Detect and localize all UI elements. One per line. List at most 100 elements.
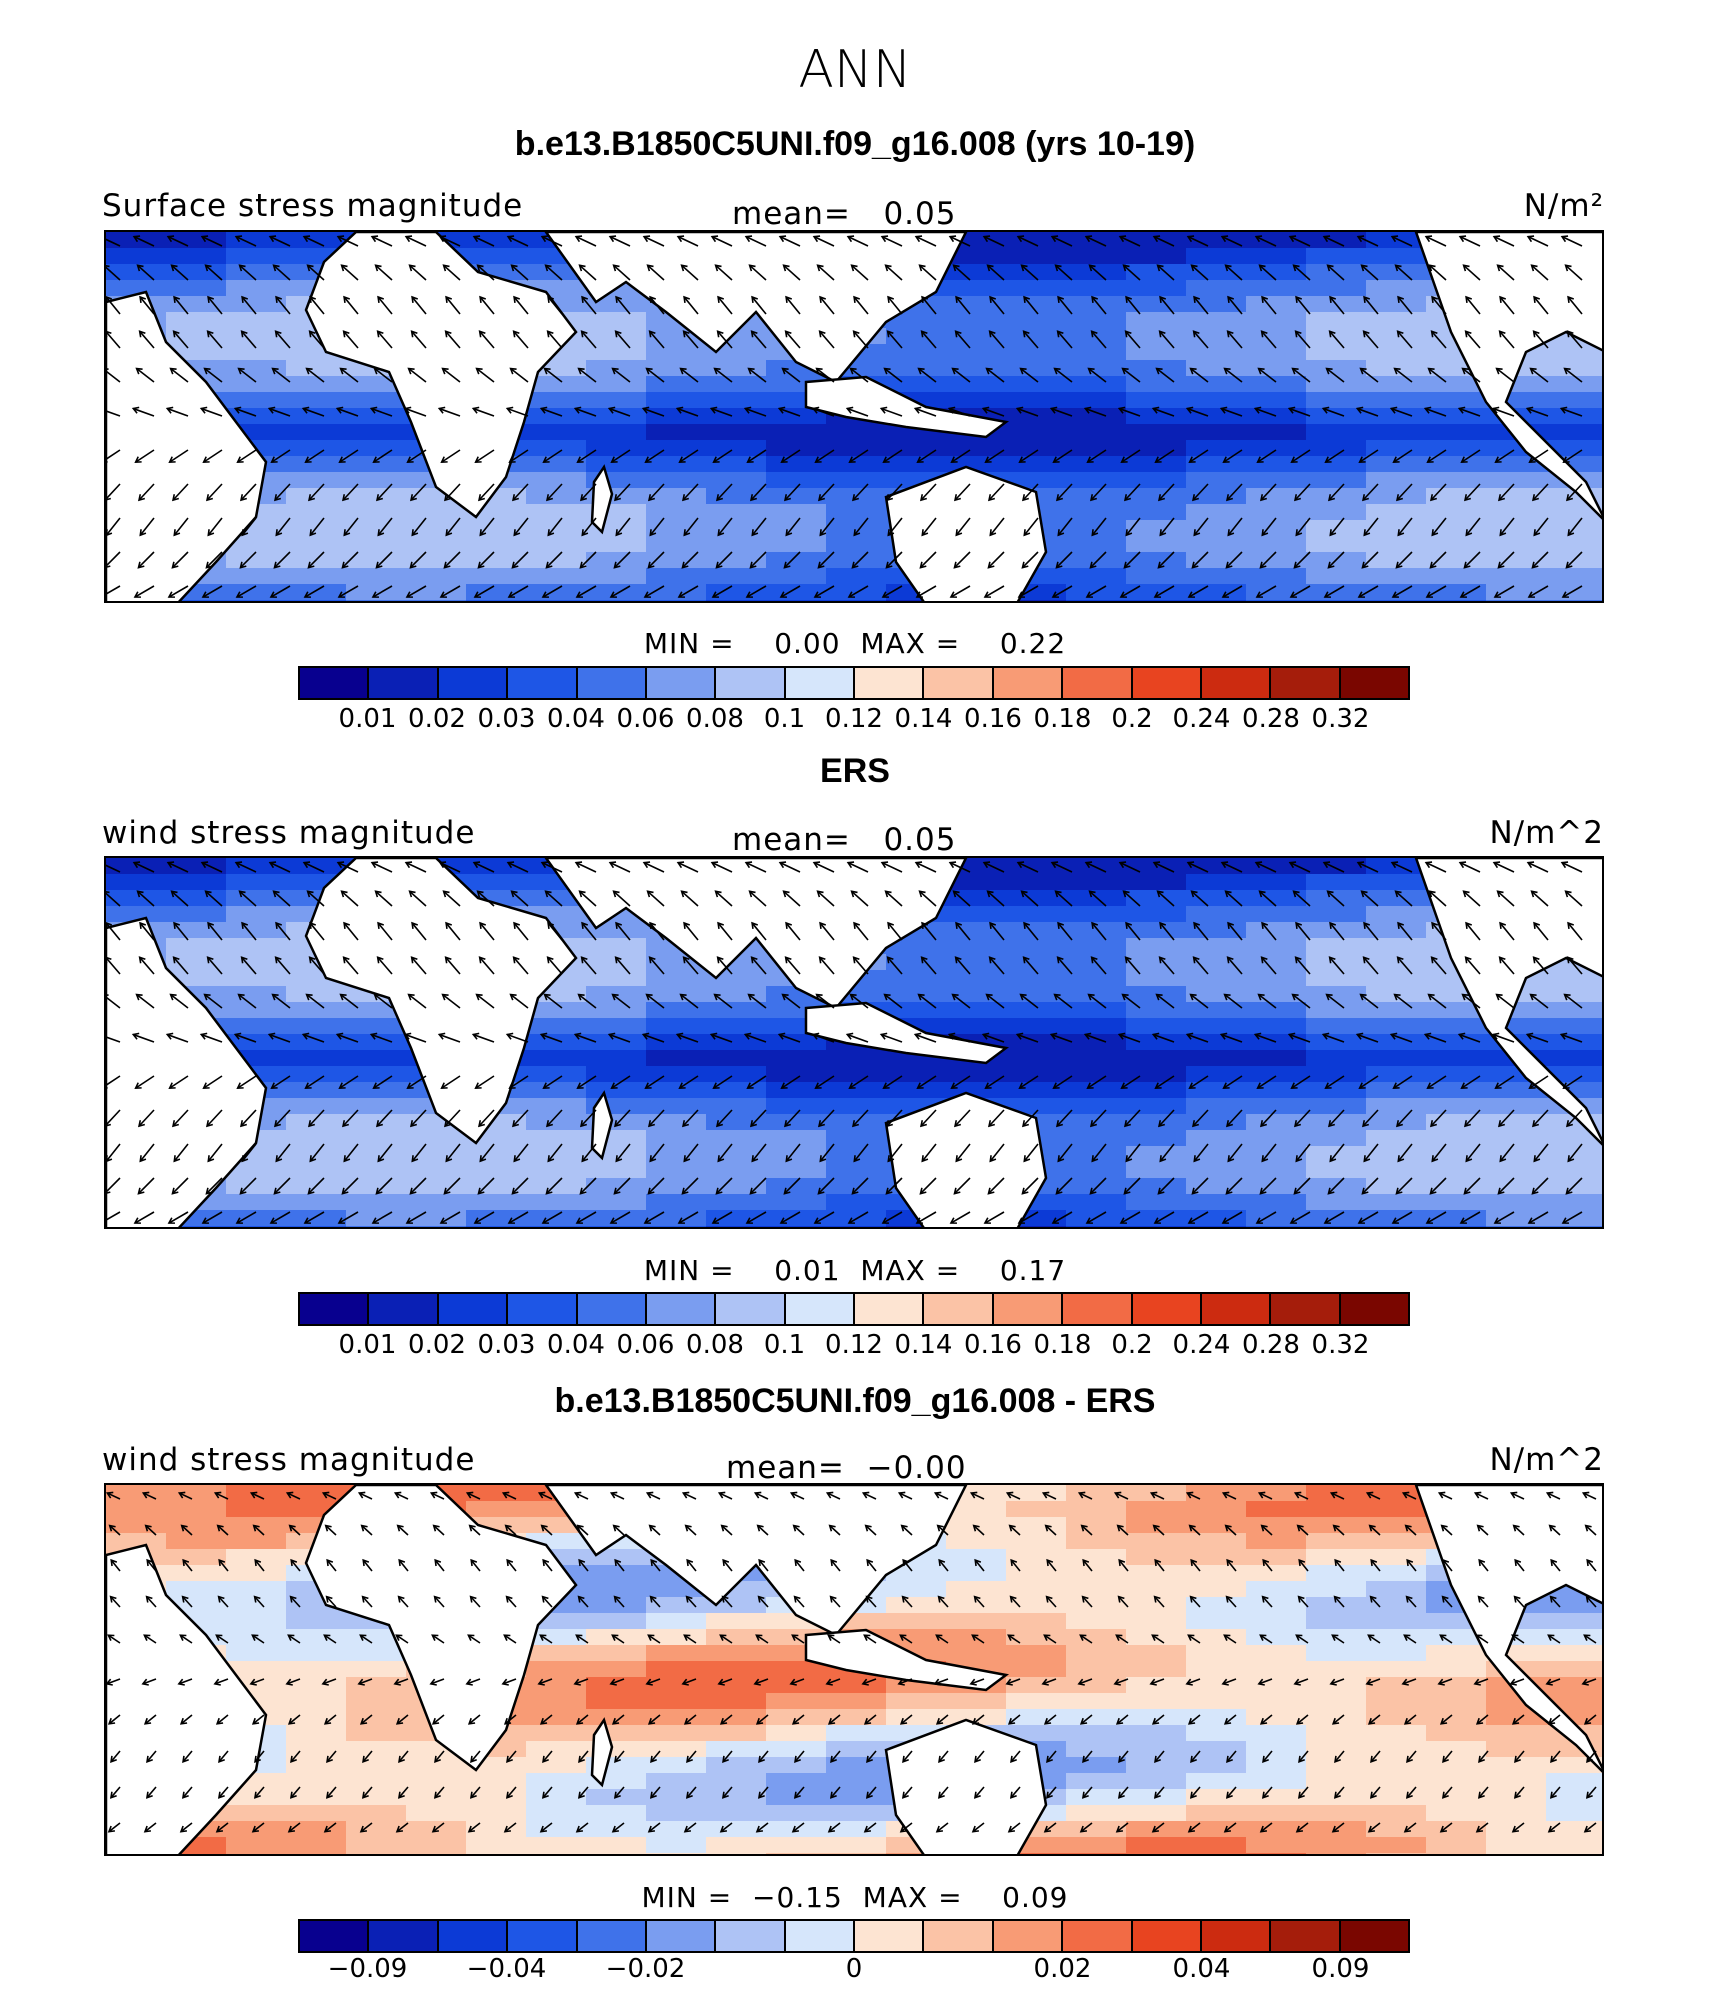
panel-1-mean-label: mean= 0.05	[732, 196, 957, 232]
maritime-continent-land	[804, 1628, 1010, 1692]
panel-3-units: N/m^2	[1489, 1442, 1604, 1478]
panel-3-variable-label: wind stress magnitude	[102, 1442, 476, 1478]
panel-1-variable-label: Surface stress magnitude	[102, 188, 524, 224]
colorbar-tick-label: 0.08	[686, 704, 744, 734]
panel-1-mean-value: 0.05	[883, 196, 957, 232]
colorbar-swatch	[1132, 668, 1202, 698]
colorbar-tick-label: 0.02	[408, 1330, 466, 1360]
colorbar-swatch	[1340, 1921, 1408, 1951]
madagascar-land	[590, 1717, 614, 1788]
panel-3-max-value: 0.09	[1002, 1881, 1069, 1914]
panel-1-min-value: 0.00	[774, 627, 841, 660]
panel-2-colorbar	[298, 1292, 1410, 1326]
colorbar-swatch	[716, 1921, 786, 1951]
asia-land	[544, 858, 968, 1010]
panel-2-mean-label: mean= 0.05	[732, 822, 957, 858]
panel-2-mean-value: 0.05	[883, 822, 957, 858]
colorbar-tick-label: 0.01	[338, 704, 397, 734]
colorbar-swatch	[508, 668, 578, 698]
colorbar-tick-label: 0.32	[1311, 704, 1370, 734]
colorbar-tick-label: 0.16	[964, 704, 1022, 734]
colorbar-tick-label: 0.04	[1172, 1954, 1231, 1984]
colorbar-tick-label: 0.2	[1111, 704, 1153, 734]
colorbar-swatch	[369, 1921, 439, 1951]
panel-1-colorbar	[298, 666, 1410, 700]
colorbar-swatch	[855, 1294, 925, 1324]
colorbar-swatch	[993, 668, 1064, 698]
colorbar-swatch	[300, 1294, 370, 1324]
asia-land	[544, 1485, 968, 1637]
colorbar-swatch	[508, 1294, 578, 1324]
colorbar-tick-label: 0.01	[338, 1330, 397, 1360]
colorbar-swatch	[369, 668, 439, 698]
panel-3-min-max: MIN = −0.15 MAX = 0.09	[641, 1881, 1069, 1914]
colorbar-tick-label: 0.14	[894, 1330, 953, 1360]
colorbar-swatch	[369, 1294, 439, 1324]
colorbar-tick-label: −0.09	[327, 1954, 408, 1984]
land-masses	[106, 232, 1602, 601]
colorbar-swatch	[438, 1294, 509, 1324]
panel-1-colorbar-ticks: 0.01 0.02 0.03 0.04 0.06 0.08 0.1 0.12 0.14 0.16 0…	[298, 704, 1410, 736]
colorbar-swatch	[1271, 1294, 1341, 1324]
panel-2-units: N/m^2	[1489, 815, 1604, 851]
colorbar-swatch	[1271, 1921, 1341, 1951]
colorbar-swatch	[300, 1921, 370, 1951]
colorbar-swatch	[438, 1921, 509, 1951]
panel-1-map	[104, 230, 1604, 603]
colorbar-tick-label: 0.12	[825, 704, 883, 734]
colorbar-tick-label: 0.03	[477, 704, 536, 734]
colorbar-tick-label: 0.1	[763, 704, 806, 734]
colorbar-tick-label: 0.2	[1111, 1330, 1153, 1360]
australia-land	[884, 1718, 1048, 1854]
panel-1-min-max: MIN = 0.00 MAX = 0.22	[643, 627, 1067, 660]
colorbar-tick-label: 0	[845, 1954, 863, 1984]
colorbar-swatch	[785, 668, 855, 698]
colorbar-swatch	[924, 1921, 994, 1951]
australia-land	[884, 465, 1048, 601]
colorbar-swatch	[646, 1294, 717, 1324]
colorbar-swatch	[785, 1294, 855, 1324]
panel-2-map	[104, 856, 1604, 1229]
colorbar-tick-label: 0.32	[1311, 1330, 1370, 1360]
colorbar-tick-label: 0.28	[1242, 1330, 1300, 1360]
south-america-land	[106, 1543, 268, 1854]
panel-2-min-max: MIN = 0.01 MAX = 0.17	[643, 1254, 1067, 1287]
panel-3-mean-label: mean= −0.00	[726, 1450, 967, 1486]
colorbar-tick-label: 0.24	[1172, 1330, 1231, 1360]
panel-3-colorbar	[298, 1919, 1410, 1953]
colorbar-swatch	[577, 1921, 647, 1951]
colorbar-swatch	[1201, 668, 1272, 698]
africa-land	[304, 232, 578, 519]
colorbar-swatch	[1340, 1294, 1408, 1324]
panel-1-max-value: 0.22	[999, 627, 1067, 660]
colorbar-swatch	[924, 668, 994, 698]
colorbar-tick-label: 0.09	[1311, 1954, 1370, 1984]
panel-2-map-graphic	[106, 858, 1602, 1227]
panel-1-map-graphic	[106, 232, 1602, 601]
colorbar-tick-label: 0.24	[1172, 704, 1231, 734]
colorbar-tick-label: 0.16	[964, 1330, 1022, 1360]
north-america-land	[1414, 1485, 1602, 1773]
panel-2-max-value: 0.17	[999, 1254, 1067, 1287]
stress-vectors	[106, 861, 1583, 1224]
colorbar-tick-label: 0.06	[616, 1330, 675, 1360]
colorbar-swatch	[785, 1921, 855, 1951]
colorbar-tick-label: 0.04	[547, 704, 605, 734]
panel-2-variable-label: wind stress magnitude	[102, 815, 476, 851]
africa-land	[304, 858, 578, 1145]
panel-2-min-value: 0.01	[774, 1254, 841, 1287]
colorbar-swatch	[300, 668, 370, 698]
colorbar-swatch	[1271, 668, 1341, 698]
panel-3-map	[104, 1483, 1604, 1856]
colorbar-tick-label: 0.06	[616, 704, 675, 734]
colorbar-tick-label: 0.18	[1033, 704, 1092, 734]
madagascar-land	[590, 1090, 614, 1161]
panel-3-min-value: −0.15	[752, 1881, 843, 1914]
colorbar-swatch	[508, 1921, 578, 1951]
colorbar-swatch	[993, 1921, 1064, 1951]
south-america-land	[106, 916, 268, 1227]
colorbar-tick-label: −0.02	[605, 1954, 686, 1984]
colorbar-tick-label: 0.03	[477, 1330, 536, 1360]
panel-3-mean-value: −0.00	[866, 1450, 967, 1486]
colorbar-tick-label: 0.12	[825, 1330, 883, 1360]
